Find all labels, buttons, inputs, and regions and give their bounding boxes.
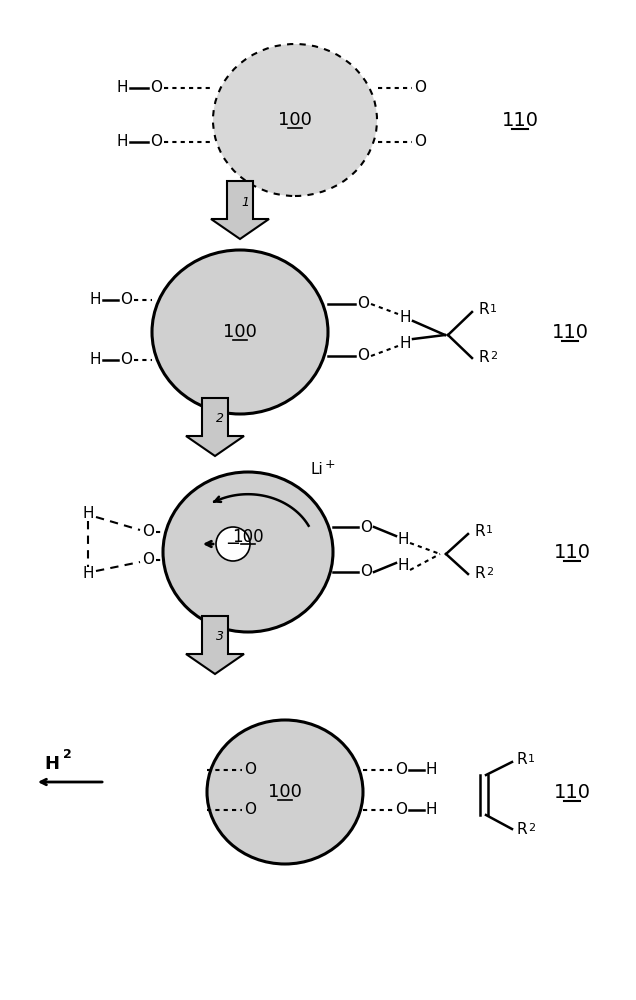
Text: O: O (244, 802, 256, 818)
Text: 2: 2 (490, 351, 497, 361)
Text: 100: 100 (278, 111, 312, 129)
Text: R: R (478, 302, 488, 318)
Text: R: R (474, 566, 485, 580)
Text: 110: 110 (553, 782, 590, 802)
Text: H: H (425, 802, 437, 818)
Text: 2: 2 (528, 823, 535, 833)
Text: H: H (399, 310, 411, 324)
Ellipse shape (213, 44, 377, 196)
Text: R: R (516, 822, 527, 836)
Polygon shape (211, 181, 269, 239)
Polygon shape (186, 616, 244, 674)
Text: 1: 1 (241, 196, 249, 209)
Text: H: H (398, 532, 409, 546)
Text: O: O (357, 296, 369, 312)
Text: H: H (89, 353, 100, 367)
Text: 100: 100 (268, 783, 302, 801)
Circle shape (216, 527, 250, 561)
Text: 1: 1 (490, 304, 497, 314)
Text: 2: 2 (216, 412, 224, 426)
Text: 110: 110 (502, 110, 539, 129)
Text: O: O (360, 564, 372, 580)
Text: H: H (116, 81, 128, 96)
Text: O: O (120, 292, 132, 308)
Text: 2: 2 (486, 567, 493, 577)
Text: O: O (395, 762, 407, 778)
Text: 2: 2 (63, 748, 72, 761)
Text: H: H (116, 134, 128, 149)
Ellipse shape (207, 720, 363, 864)
Text: O: O (395, 802, 407, 818)
Text: R: R (474, 524, 485, 538)
Text: H: H (82, 566, 93, 582)
Text: O: O (357, 349, 369, 363)
Text: 110: 110 (553, 542, 590, 562)
Polygon shape (186, 398, 244, 456)
Ellipse shape (152, 250, 328, 414)
Text: O: O (244, 762, 256, 778)
Text: O: O (142, 524, 154, 540)
Text: H: H (399, 336, 411, 351)
Text: O: O (414, 134, 426, 149)
Text: 100: 100 (223, 323, 257, 341)
Text: 3: 3 (216, 631, 224, 644)
Text: +: + (325, 458, 336, 472)
Text: 100: 100 (232, 528, 264, 546)
Text: O: O (120, 353, 132, 367)
Text: R: R (516, 752, 527, 768)
Text: 110: 110 (551, 322, 588, 342)
Text: H: H (398, 558, 409, 574)
Text: R: R (478, 350, 488, 364)
Text: 1: 1 (486, 525, 493, 535)
Text: H: H (89, 292, 100, 308)
Text: O: O (414, 81, 426, 96)
Text: H: H (425, 762, 437, 778)
Text: H: H (82, 506, 93, 522)
Text: 1: 1 (528, 754, 535, 764)
Ellipse shape (163, 472, 333, 632)
Text: O: O (150, 134, 162, 149)
Text: −: − (225, 535, 240, 553)
Text: O: O (142, 552, 154, 568)
Text: O: O (150, 81, 162, 96)
Text: H: H (45, 755, 60, 773)
Text: O: O (360, 520, 372, 534)
Text: Li: Li (310, 462, 322, 478)
